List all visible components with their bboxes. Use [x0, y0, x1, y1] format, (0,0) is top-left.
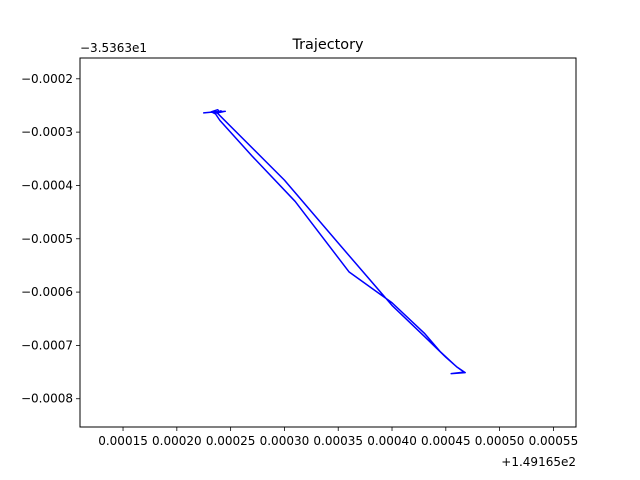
chart-title: Trajectory — [291, 37, 364, 53]
y-tick-label: −0.0002 — [21, 72, 73, 86]
y-tick-label: −0.0005 — [21, 232, 73, 246]
x-tick-label: 0.00030 — [260, 434, 310, 448]
trajectory-line — [202, 108, 466, 375]
y-tick-label: −0.0003 — [21, 125, 73, 139]
plot-area — [202, 108, 466, 375]
y-axis: −0.0002 −0.0003 −0.0004 −0.0005 −0.0006 −0.00… — [21, 72, 80, 406]
x-tick-label: 0.00055 — [529, 434, 579, 448]
x-tick-label: 0.00040 — [367, 434, 417, 448]
x-tick-label: 0.00015 — [98, 434, 148, 448]
x-tick-label: 0.00035 — [313, 434, 363, 448]
y-tick-label: −0.0006 — [21, 285, 73, 299]
y-tick-label: −0.0008 — [21, 392, 73, 406]
x-tick-label: 0.00050 — [475, 434, 525, 448]
x-axis: 0.00015 0.00020 0.00025 0.00030 0.00035 0.000… — [98, 427, 578, 448]
y-tick-label: −0.0004 — [21, 178, 73, 192]
axes-frame — [79, 57, 577, 428]
y-axis-offset-label: −3.5363e1 — [80, 41, 147, 55]
y-tick-label: −0.0007 — [21, 338, 73, 352]
x-tick-label: 0.00025 — [206, 434, 256, 448]
x-tick-label: 0.00020 — [152, 434, 202, 448]
x-tick-label: 0.00045 — [421, 434, 471, 448]
x-axis-offset-label: +1.49165e2 — [501, 455, 576, 469]
